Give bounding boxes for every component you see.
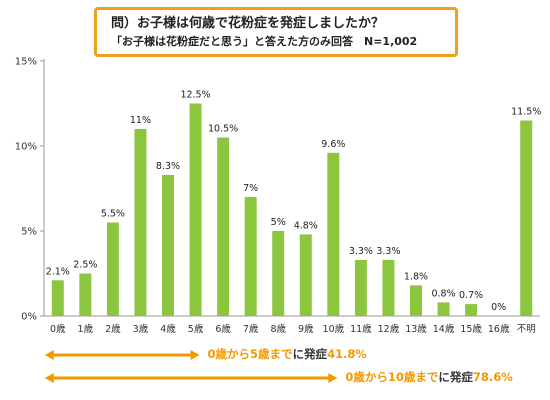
annotation-percent: 41.8% <box>327 347 367 361</box>
bar <box>189 103 202 316</box>
x-tick-label: 2歳 <box>105 323 121 335</box>
bar-value-label: 8.3% <box>156 161 180 172</box>
range-arrow <box>44 350 200 360</box>
bar <box>162 174 174 316</box>
x-tick-label: 10歳 <box>323 323 345 335</box>
x-tick-label: 9歳 <box>298 323 314 335</box>
y-tick-label: 10% <box>15 142 37 153</box>
x-tick-label: 14歳 <box>433 323 455 335</box>
chart-title: 問）お子様は何歳で花粉症を発症しましたか？ <box>111 16 385 31</box>
chart-title-box: 問）お子様は何歳で花粉症を発症しましたか？ 「お子様は花粉症だと思う」と答えた方… <box>94 7 458 57</box>
x-tick-label: 11歳 <box>350 323 372 335</box>
bar-value-label: 12.5% <box>180 90 210 101</box>
annotation-range-text: 0歳から5歳まで <box>207 347 293 361</box>
bar <box>410 285 422 316</box>
bar-value-label: 0.8% <box>431 288 455 299</box>
bar <box>217 137 230 316</box>
bar-value-label: 2.5% <box>73 260 97 271</box>
bar-value-label: 7% <box>243 183 258 194</box>
range-annotation-0-5: 0歳から5歳までに発症41.8% <box>208 346 367 362</box>
bar <box>106 222 119 316</box>
bar <box>354 259 367 316</box>
bar <box>79 273 92 316</box>
x-tick-label: 4歳 <box>160 323 176 335</box>
bar <box>299 234 312 316</box>
x-tick-label: 0歳 <box>50 323 66 335</box>
chart-subtitle: 「お子様は花粉症だと思う」と答えた方のみ回答 N=1,002 <box>111 35 418 48</box>
annotation-range-text: 0歳から10歳まで <box>345 370 439 384</box>
x-tick-label: 1歳 <box>78 323 94 335</box>
bar-value-label: 2.1% <box>46 266 70 277</box>
bar-value-label: 5.5% <box>101 209 125 220</box>
x-axis-labels: 0歳 1歳 2歳 3歳 4歳 5歳 6歳 7歳 8歳 9歳 10歳 11歳 12歳 13歳 14歳 15歳 16… <box>50 323 536 335</box>
bar-value-label: 11% <box>130 115 151 126</box>
annotation-onset-text: に発症 <box>292 347 328 361</box>
bars: 2.1%2.5% 5.5% 11% 8.3% 12.5% 10.5% 7% 5% 4.8% 9.6… <box>46 90 541 316</box>
x-tick-label: 6歳 <box>215 323 231 335</box>
x-tick-label: 5歳 <box>188 323 204 335</box>
bar-value-label: 0.7% <box>459 290 483 301</box>
y-tick-label: 15% <box>15 57 37 68</box>
x-tick-label: 12歳 <box>378 323 400 335</box>
bar-value-label: 3.3% <box>376 246 400 257</box>
bar <box>437 302 450 316</box>
annotation-percent: 78.6% <box>472 370 513 384</box>
bar-value-label: 5% <box>271 217 286 228</box>
bar <box>272 231 285 316</box>
y-axis: 0% 5% 10% 15% <box>15 57 540 323</box>
bar-value-label: 3.3% <box>349 246 373 257</box>
y-tick-label: 0% <box>21 312 37 323</box>
bar <box>520 120 533 316</box>
y-tick-label: 5% <box>21 227 37 238</box>
x-tick-label: 16歳 <box>488 323 510 335</box>
bar <box>465 304 478 316</box>
bar-value-label: 4.8% <box>294 220 318 231</box>
bar-value-label: 1.8% <box>404 271 428 282</box>
x-tick-label: 8歳 <box>270 323 286 335</box>
x-tick-label: 不明 <box>517 324 536 335</box>
x-tick-label: 3歳 <box>133 323 149 335</box>
x-tick-label: 15歳 <box>460 323 482 335</box>
bar-value-label: 9.6% <box>321 139 345 150</box>
bar-value-label: 11.5% <box>511 107 541 118</box>
bar <box>244 197 257 316</box>
range-arrow <box>44 373 338 383</box>
x-tick-label: 13歳 <box>405 323 427 335</box>
bar-value-label: 0% <box>491 302 506 313</box>
bar <box>327 152 340 316</box>
x-tick-label: 7歳 <box>243 323 259 335</box>
bar-value-label: 10.5% <box>208 124 238 135</box>
bar <box>51 280 64 316</box>
bar <box>134 129 147 316</box>
bar <box>382 259 395 316</box>
range-arrows <box>44 350 338 383</box>
annotation-onset-text: に発症 <box>438 370 473 384</box>
range-annotation-0-10: 0歳から10歳までに発症78.6% <box>345 369 512 385</box>
